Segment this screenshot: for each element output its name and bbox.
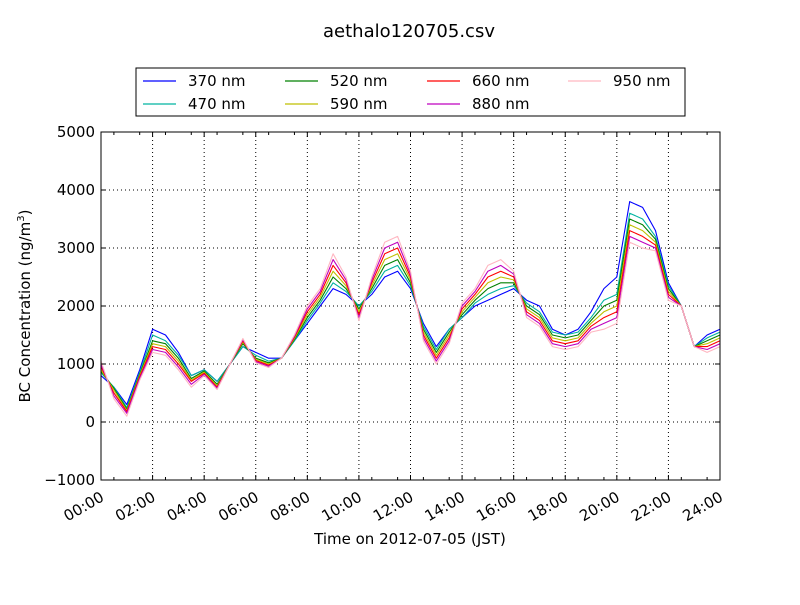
y-tick-label: 3000 <box>57 239 95 257</box>
y-tick-label: −1000 <box>44 471 95 489</box>
x-tick-label: 18:00 <box>525 488 571 525</box>
x-tick-label: 12:00 <box>370 488 416 525</box>
legend-label: 590 nm <box>330 95 388 113</box>
y-tick-label: 0 <box>85 413 95 431</box>
legend-box <box>135 67 686 117</box>
x-tick-label: 20:00 <box>576 488 622 525</box>
y-axis-label-close: ) <box>16 210 34 216</box>
legend-label: 950 nm <box>613 72 671 90</box>
series-line-590-nm <box>100 224 721 411</box>
legend: 370 nm 470 nm 520 nm 590 nm 660 nm 880 nm 950 … <box>135 67 686 117</box>
plot-frame <box>100 131 721 481</box>
x-axis-label: Time on 2012-07-05 (JST) <box>313 530 506 548</box>
x-tick-label: 08:00 <box>267 488 313 525</box>
series-line-520-nm <box>100 218 721 410</box>
y-tick-label: 4000 <box>57 181 95 199</box>
legend-label: 470 nm <box>188 95 246 113</box>
x-tick-label: 04:00 <box>164 488 210 525</box>
x-tick-label: 24:00 <box>680 488 726 525</box>
series-line-660-nm <box>100 230 721 413</box>
x-tick-label: 06:00 <box>215 488 261 525</box>
series-group <box>100 201 721 417</box>
x-tick-label: 02:00 <box>112 488 158 525</box>
grid <box>101 132 720 480</box>
y-axis-label-main: BC Concentration (ng/m <box>16 222 34 403</box>
y-axis-label: BC Concentration (ng/m3) <box>16 210 34 403</box>
ticks: 00:00 02:00 04:00 06:00 08:00 10:00 12:00 14:00… <box>44 123 726 525</box>
chart-title: aethalo120705.csv <box>323 21 495 42</box>
x-tick-label: 22:00 <box>628 488 674 525</box>
x-tick-label: 16:00 <box>473 488 519 525</box>
legend-label: 370 nm <box>188 72 246 90</box>
series-line-470-nm <box>100 212 721 409</box>
legend-label: 520 nm <box>330 72 388 90</box>
legend-label: 660 nm <box>472 72 530 90</box>
legend-items: 370 nm 470 nm 520 nm 590 nm 660 nm 880 nm 950 … <box>143 72 671 113</box>
x-tick-label: 00:00 <box>61 488 107 525</box>
x-tick-label: 14:00 <box>422 488 468 525</box>
y-tick-label: 2000 <box>57 297 95 315</box>
series-line-950-nm <box>100 235 721 417</box>
y-tick-label: 5000 <box>57 123 95 141</box>
y-tick-label: 1000 <box>57 355 95 373</box>
x-tick-label: 10:00 <box>318 488 364 525</box>
legend-label: 880 nm <box>472 95 530 113</box>
y-axis-label-superscript: 3 <box>16 215 27 221</box>
